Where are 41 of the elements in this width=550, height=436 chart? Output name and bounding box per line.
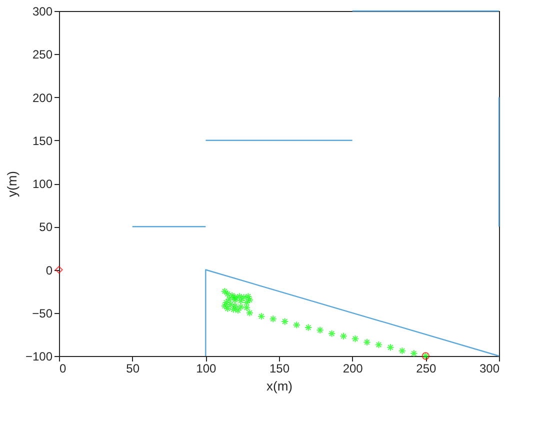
x-tick-label: 0 [60,362,66,376]
x-tick-label: 250 [416,362,436,376]
y-tick-label: 0 [46,263,53,278]
x-axis-title: x(m) [266,378,292,394]
point [386,344,394,352]
point [246,309,254,317]
y-tick-label: 250 [32,48,53,62]
point [363,338,371,346]
point [410,350,418,358]
point [328,330,336,338]
y-axis-title: y(m) [4,171,20,197]
x-tick-label: 50 [126,362,140,376]
y-tick-label: −50 [32,306,53,320]
point [398,346,406,355]
point [228,292,236,300]
point [316,326,324,334]
y-tick-label: −100 [25,350,53,364]
point [258,312,266,320]
point [220,287,229,296]
y-tick-label: 150 [32,134,53,148]
x-tick-label: 300 [479,362,500,376]
point [246,296,254,304]
point [351,334,360,343]
y-tick-label: 50 [39,220,53,234]
point [224,290,232,298]
point [304,324,312,332]
x-tick-label: 200 [342,362,364,376]
point [374,340,383,349]
point [269,315,277,323]
point [340,332,348,340]
point [234,306,242,314]
point [281,318,289,326]
point [222,298,230,306]
y-tick-label: 200 [32,90,53,105]
y-tick-label: 300 [32,4,53,18]
point [55,266,63,274]
point [242,304,251,312]
point [292,321,300,329]
x-tick-label: 150 [269,362,290,376]
y-tick-label: 100 [32,177,53,191]
x-tick-label: 100 [196,362,216,376]
